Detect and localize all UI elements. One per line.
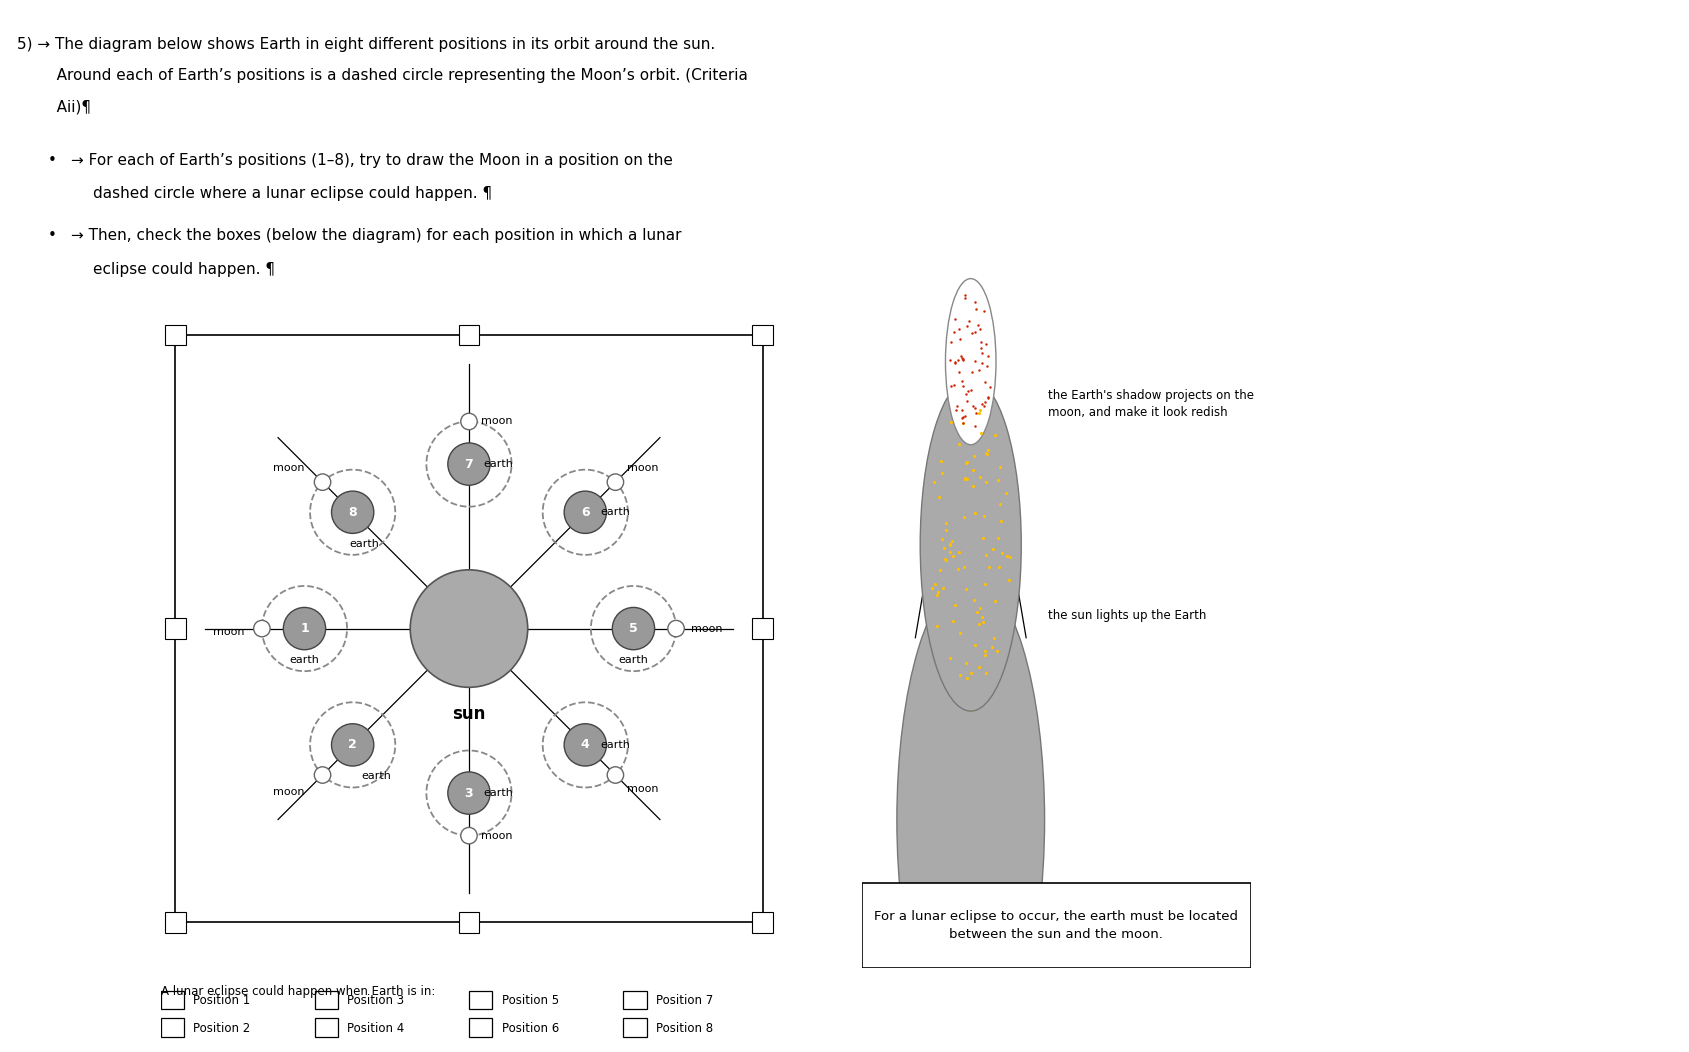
Circle shape	[253, 621, 270, 636]
Circle shape	[564, 491, 606, 533]
Text: moon: moon	[480, 831, 512, 841]
Text: sun: sun	[453, 705, 485, 723]
Text: 5: 5	[628, 622, 637, 635]
Text: Position 7: Position 7	[655, 994, 713, 1007]
Text: eclipse could happen. ¶: eclipse could happen. ¶	[93, 262, 275, 277]
Text: moon: moon	[274, 787, 304, 796]
Bar	[861, 884, 1250, 968]
Text: the sun lights up the Earth: the sun lights up the Earth	[1047, 609, 1206, 622]
Bar	[160, 991, 184, 1009]
Bar	[314, 1018, 338, 1037]
Bar	[166, 619, 186, 639]
Ellipse shape	[944, 279, 995, 445]
Text: A lunar eclipse could happen when Earth is in:: A lunar eclipse could happen when Earth …	[160, 985, 434, 997]
Text: 5) → The diagram below shows Earth in eight different positions in its orbit aro: 5) → The diagram below shows Earth in ei…	[17, 37, 714, 52]
Text: earth: earth	[483, 788, 513, 798]
Ellipse shape	[897, 576, 1044, 1052]
Text: Position 2: Position 2	[193, 1021, 250, 1035]
Bar	[458, 912, 480, 932]
Circle shape	[564, 724, 606, 766]
Ellipse shape	[921, 379, 1020, 711]
Text: 7: 7	[464, 458, 473, 470]
Text: dashed circle where a lunar eclipse could happen. ¶: dashed circle where a lunar eclipse coul…	[93, 186, 491, 201]
Bar	[470, 991, 491, 1009]
Text: 8: 8	[348, 506, 356, 519]
Bar	[752, 619, 772, 639]
Text: •: •	[47, 153, 56, 167]
Text: For a lunar eclipse to occur, the earth must be located
between the sun and the : For a lunar eclipse to occur, the earth …	[873, 910, 1238, 942]
Text: the Earth's shadow projects on the
moon, and make it look redish: the Earth's shadow projects on the moon,…	[1047, 389, 1253, 419]
Text: earth: earth	[361, 771, 392, 782]
Circle shape	[667, 621, 684, 636]
Circle shape	[448, 443, 490, 485]
Text: 4: 4	[581, 739, 589, 751]
Text: 1: 1	[301, 622, 309, 635]
Text: •: •	[47, 228, 56, 243]
Text: → For each of Earth’s positions (1–8), try to draw the Moon in a position on the: → For each of Earth’s positions (1–8), t…	[71, 153, 672, 167]
Text: moon: moon	[213, 627, 245, 636]
Circle shape	[314, 473, 331, 490]
Text: moon: moon	[274, 463, 304, 473]
Circle shape	[410, 570, 527, 687]
Bar	[166, 912, 186, 932]
Text: Position 6: Position 6	[502, 1021, 559, 1035]
Circle shape	[606, 767, 623, 784]
Text: moon: moon	[480, 417, 512, 426]
Bar	[470, 1018, 491, 1037]
Bar	[458, 325, 480, 345]
Circle shape	[331, 724, 373, 766]
Text: Position 4: Position 4	[348, 1021, 404, 1035]
Text: Aii)¶: Aii)¶	[42, 100, 91, 115]
Text: Position 1: Position 1	[193, 994, 250, 1007]
Text: earth: earth	[618, 655, 649, 665]
Text: earth: earth	[600, 740, 630, 750]
Text: 6: 6	[581, 506, 589, 519]
Text: 3: 3	[464, 787, 473, 800]
Bar	[314, 991, 338, 1009]
Text: moon: moon	[627, 463, 659, 473]
Bar	[752, 325, 772, 345]
Text: moon: moon	[627, 784, 659, 794]
Text: earth: earth	[483, 459, 513, 469]
Bar	[160, 1018, 184, 1037]
Circle shape	[461, 828, 476, 844]
Text: Around each of Earth’s positions is a dashed circle representing the Moon’s orbi: Around each of Earth’s positions is a da…	[42, 68, 748, 83]
Text: Position 8: Position 8	[655, 1021, 713, 1035]
Text: → Then, check the boxes (below the diagram) for each position in which a lunar: → Then, check the boxes (below the diagr…	[71, 228, 681, 243]
Text: earth: earth	[289, 655, 319, 665]
Circle shape	[314, 767, 331, 784]
Text: 2: 2	[348, 739, 356, 751]
Text: Position 5: Position 5	[502, 994, 559, 1007]
Circle shape	[606, 473, 623, 490]
Circle shape	[331, 491, 373, 533]
Circle shape	[461, 413, 476, 429]
Bar	[623, 1018, 647, 1037]
Bar	[166, 325, 186, 345]
Text: moon: moon	[691, 624, 721, 633]
Circle shape	[611, 607, 654, 650]
Text: Position 3: Position 3	[348, 994, 404, 1007]
Bar	[752, 912, 772, 932]
Circle shape	[448, 772, 490, 814]
Text: earth: earth	[350, 539, 380, 549]
Text: earth: earth	[600, 507, 630, 518]
Bar	[623, 991, 647, 1009]
Circle shape	[284, 607, 326, 650]
